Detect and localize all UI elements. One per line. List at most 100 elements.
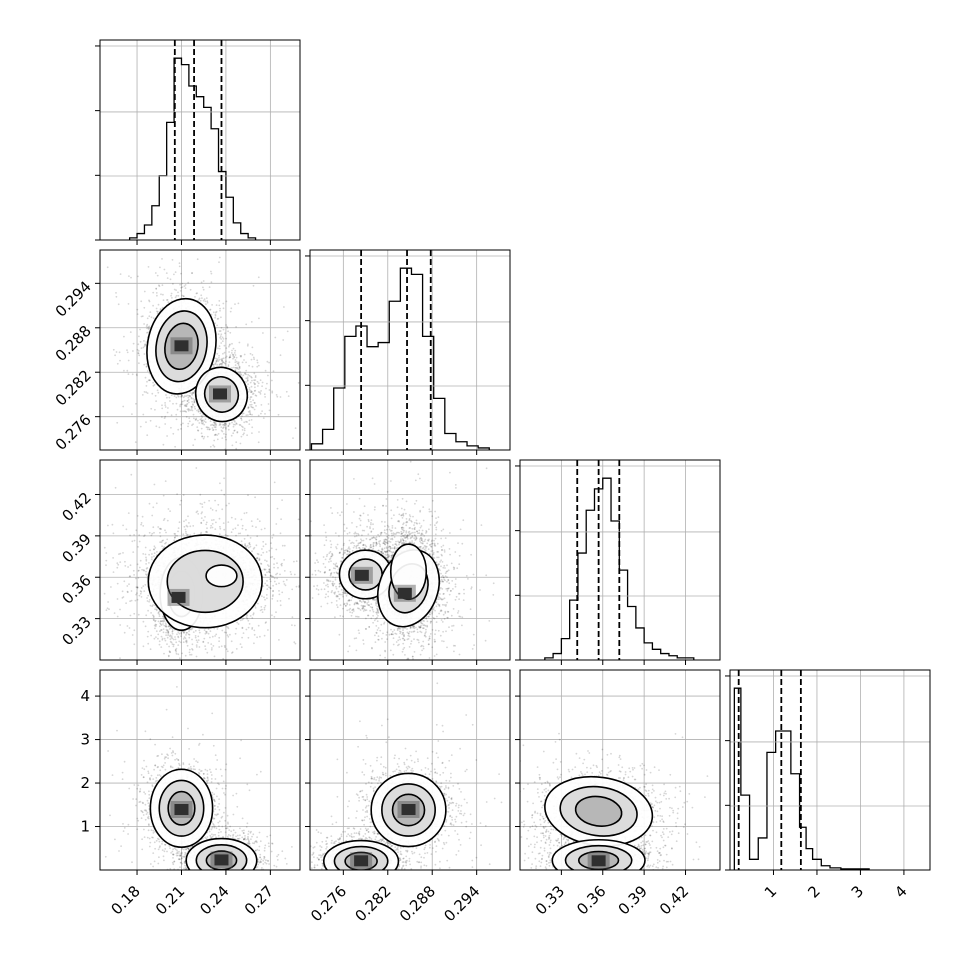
scatter-point	[155, 425, 157, 427]
scatter-point	[262, 541, 264, 543]
scatter-point	[133, 613, 135, 615]
scatter-point	[261, 404, 263, 406]
scatter-point	[147, 332, 149, 334]
scatter-point	[222, 431, 224, 433]
scatter-point	[147, 370, 149, 372]
scatter-point	[206, 297, 208, 299]
scatter-point	[175, 289, 177, 291]
scatter-point	[223, 494, 225, 496]
scatter-point	[174, 446, 176, 448]
scatter-point	[264, 396, 266, 398]
scatter-point	[196, 426, 198, 428]
scatter-point	[215, 425, 217, 427]
scatter-point	[167, 637, 169, 639]
scatter-point	[212, 427, 214, 429]
scatter-point	[212, 444, 214, 446]
scatter-point	[130, 331, 132, 333]
scatter-point	[156, 551, 158, 553]
scatter-point	[203, 289, 205, 291]
scatter-point	[228, 351, 230, 353]
scatter-point	[203, 520, 205, 522]
scatter-point	[171, 631, 173, 633]
scatter-point	[260, 554, 262, 556]
scatter-point	[147, 631, 149, 633]
scatter-point	[247, 414, 249, 416]
scatter-point	[172, 403, 174, 405]
scatter-point	[262, 332, 264, 334]
scatter-point	[264, 413, 266, 415]
scatter-point	[154, 409, 156, 411]
y-tick-label: 0.282	[52, 366, 95, 409]
scatter-point	[273, 567, 275, 569]
scatter-point	[216, 364, 218, 366]
scatter-point	[187, 282, 189, 284]
scatter-point	[140, 426, 142, 428]
scatter-point	[175, 641, 177, 643]
scatter-point	[211, 281, 213, 283]
scatter-point	[247, 380, 249, 382]
scatter-point	[146, 363, 148, 365]
scatter-point	[210, 643, 212, 645]
scatter-point	[203, 420, 205, 422]
scatter-point	[223, 307, 225, 309]
scatter-point	[194, 296, 196, 298]
scatter-point	[117, 363, 119, 365]
scatter-point	[156, 502, 158, 504]
scatter-point	[162, 284, 164, 286]
scatter-point	[179, 521, 181, 523]
scatter-point	[157, 638, 159, 640]
scatter-point	[185, 655, 187, 657]
scatter-point	[147, 392, 149, 394]
scatter-point	[264, 393, 266, 395]
scatter-point	[290, 571, 292, 573]
scatter-point	[246, 512, 248, 514]
scatter-point	[180, 428, 182, 430]
scatter-point	[248, 423, 250, 425]
scatter-point	[219, 528, 221, 530]
scatter-point	[166, 299, 168, 301]
scatter-point	[144, 291, 146, 293]
scatter-point	[179, 406, 181, 408]
scatter-point	[116, 562, 118, 564]
scatter-point	[241, 415, 243, 417]
scatter-point	[222, 353, 224, 355]
scatter-point	[188, 408, 190, 410]
scatter-point	[189, 420, 191, 422]
scatter-point	[134, 540, 136, 542]
scatter-point	[114, 354, 116, 356]
scatter-point	[173, 274, 175, 276]
scatter-point	[183, 641, 185, 643]
scatter-point	[139, 329, 141, 331]
scatter-point	[174, 395, 176, 397]
scatter-point	[235, 441, 237, 443]
scatter-point	[247, 345, 249, 347]
scatter-point	[133, 534, 135, 536]
scatter-point	[153, 317, 155, 319]
scatter-point	[180, 632, 182, 634]
scatter-point	[216, 304, 218, 306]
scatter-point	[194, 408, 196, 410]
scatter-point	[215, 314, 217, 316]
scatter-point	[167, 301, 169, 303]
scatter-point	[196, 639, 198, 641]
scatter-point	[222, 427, 224, 429]
scatter-point	[216, 311, 218, 313]
scatter-point	[146, 434, 148, 436]
scatter-point	[165, 480, 167, 482]
scatter-point	[166, 629, 168, 631]
scatter-point	[177, 395, 179, 397]
scatter-point	[252, 354, 254, 356]
scatter-point	[163, 619, 165, 621]
scatter-point	[236, 368, 238, 370]
scatter-point	[156, 311, 158, 313]
scatter-point	[147, 318, 149, 320]
scatter-point	[107, 607, 109, 609]
scatter-point	[182, 286, 184, 288]
scatter-point	[249, 398, 251, 400]
scatter-point	[166, 435, 168, 437]
scatter-point	[292, 616, 294, 618]
scatter-point	[218, 333, 220, 335]
scatter-point	[215, 510, 217, 512]
scatter-point	[254, 547, 256, 549]
scatter-point	[177, 429, 179, 431]
